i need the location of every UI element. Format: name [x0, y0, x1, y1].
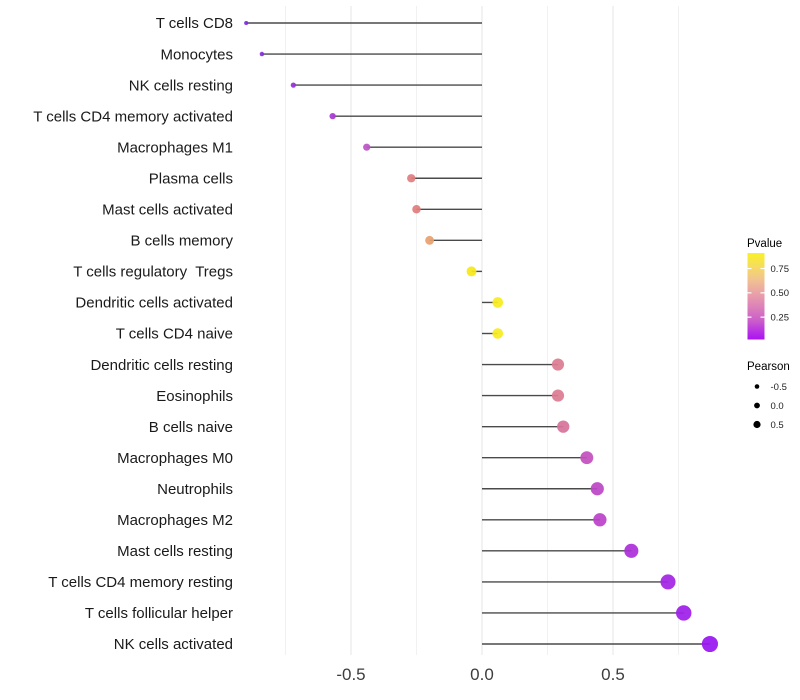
lollipop-dot	[593, 513, 607, 527]
y-axis-label: T cells follicular helper	[85, 605, 233, 622]
y-axis-label: T cells regulatory Tregs	[73, 264, 233, 281]
y-axis-label: Macrophages M0	[117, 450, 233, 467]
y-axis-label: NK cells resting	[129, 77, 233, 94]
pvalue-tick-label: 0.25	[771, 313, 790, 324]
y-axis-label: Mast cells resting	[117, 543, 233, 560]
y-axis-label: Monocytes	[160, 46, 233, 63]
y-axis-label: Neutrophils	[157, 481, 233, 498]
lollipop-dot	[259, 51, 265, 57]
pearson-legend-title: Pearson	[747, 361, 790, 373]
lollipop-dot	[363, 143, 371, 151]
lollipop-dot	[551, 389, 565, 402]
y-axis-label: Macrophages M2	[117, 512, 233, 529]
lollipop-dot	[407, 174, 416, 183]
lollipop-rows: T cells CD8 Monocytes NK cells resting T ce…	[33, 15, 718, 653]
lollipop-dot	[244, 20, 249, 26]
x-tick-label: 0.5	[601, 665, 625, 684]
lollipop-dot	[624, 543, 639, 558]
lollipop-dot	[492, 328, 504, 339]
y-axis-label: Dendritic cells resting	[90, 357, 233, 374]
pearson-legend-label: -0.5	[771, 382, 787, 393]
y-axis-label: T cells CD8	[156, 15, 233, 32]
y-axis-label: Plasma cells	[149, 170, 233, 187]
pearson-legend: Pearson -0.5 0.0 0.5	[747, 361, 790, 431]
lollipop-dot	[425, 235, 435, 245]
lollipop-dot	[701, 635, 718, 653]
pvalue-tick-label: 0.50	[771, 288, 790, 299]
lollipop-dot	[676, 605, 692, 621]
pearson-legend-dot	[754, 402, 760, 409]
pvalue-gradient-bar	[747, 253, 765, 340]
x-tick-label: 0.0	[470, 665, 494, 684]
y-axis-label: B cells naive	[149, 419, 233, 436]
y-axis-label: T cells CD4 naive	[116, 326, 233, 343]
lollipop-dot	[290, 82, 297, 88]
y-axis-label: Eosinophils	[156, 388, 233, 405]
pvalue-tick-label: 0.75	[771, 264, 790, 275]
y-axis-label: Dendritic cells activated	[75, 295, 233, 312]
y-axis-label: B cells memory	[130, 233, 233, 250]
x-axis: -0.5 0.0 0.5	[336, 665, 624, 684]
y-axis-label: T cells CD4 memory resting	[48, 574, 233, 591]
lollipop-dot	[329, 112, 336, 120]
lollipop-dot	[551, 358, 565, 371]
major-gridlines	[350, 6, 614, 655]
pearson-legend-label: 0.5	[771, 420, 784, 431]
lollipop-dot	[660, 574, 676, 590]
pvalue-legend-title: Pvalue	[747, 238, 782, 250]
x-tick-label: -0.5	[336, 665, 365, 684]
lollipop-dot	[412, 205, 421, 214]
pearson-legend-dot	[753, 420, 761, 429]
y-axis-label: Macrophages M1	[117, 139, 233, 156]
y-axis-label: NK cells activated	[114, 636, 233, 653]
lollipop-dot	[557, 420, 570, 433]
pvalue-legend: Pvalue 0.75 0.50 0.25	[747, 238, 789, 340]
pearson-legend-label: 0.0	[771, 401, 784, 412]
y-axis-label: T cells CD4 memory activated	[33, 108, 233, 125]
pearson-legend-dot	[754, 384, 760, 389]
lollipop-dot	[580, 451, 594, 465]
lollipop-dot	[590, 482, 604, 496]
minor-gridlines	[285, 6, 679, 655]
lollipop-dot	[492, 297, 504, 308]
lollipop-dot	[466, 266, 477, 277]
y-axis-label: Mast cells activated	[102, 202, 233, 219]
